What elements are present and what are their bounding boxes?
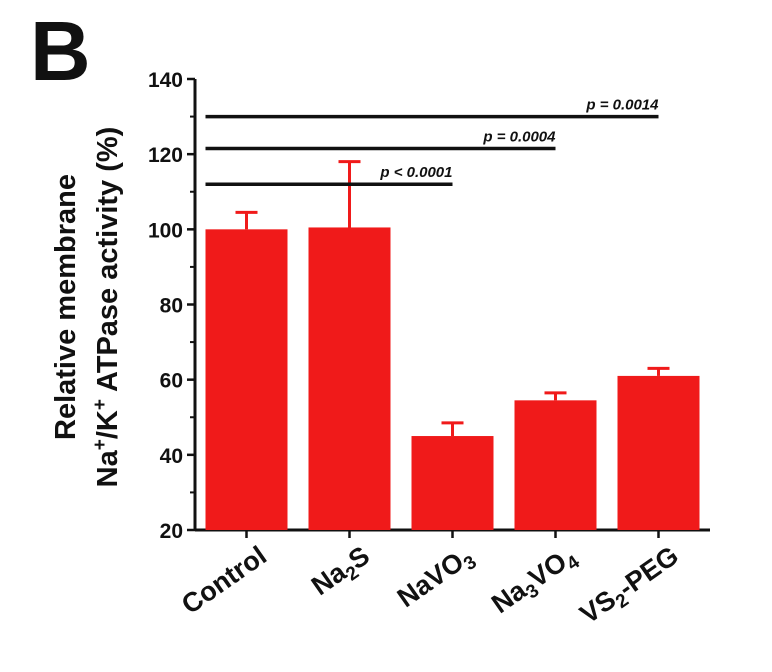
significance-label: p = 0.0004 [482,129,556,146]
y-axis-label-line-2: Na+/K+ ATPase activity (%) [90,127,124,488]
y-tick-label: 140 [148,69,183,92]
bar [411,436,494,530]
significance-label: p < 0.0001 [379,164,452,181]
y-tick-label: 80 [160,295,183,318]
x-tick-label: Na3VO4 [486,540,584,623]
y-tick-label: 100 [148,219,183,242]
x-tick-label: NaVO3 [392,540,481,617]
x-tick-label: Na2S [306,540,378,605]
y-tick-label: 20 [160,520,183,543]
bar [514,400,597,530]
panel-label: B [30,4,91,98]
plot-area: 20 40 60 80 100 120 140 Control Na2S NaVO3Na3VO4V… [148,69,710,633]
y-tick-label: 40 [160,445,183,468]
y-tick-label: 120 [148,144,183,167]
bar [308,227,391,530]
y-axis-label-line-1: Relative membrane [50,174,82,440]
significance-label: p = 0.0014 [585,97,659,114]
y-tick-label: 60 [160,370,183,393]
x-tick-label: Control [176,540,272,620]
y-axis-label: Relative membrane Na+/K+ ATPase activity… [50,127,124,488]
x-tick-label: VS2-PEG [574,540,686,633]
bar [617,375,700,530]
bar [205,229,288,531]
